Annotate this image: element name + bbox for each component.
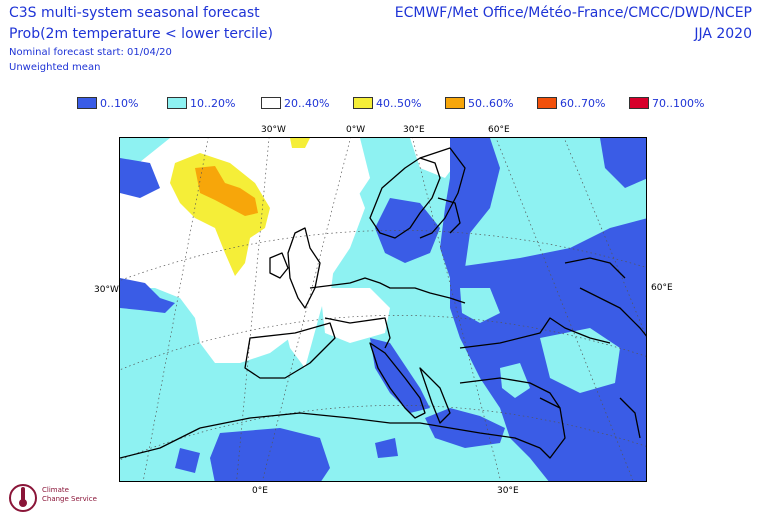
legend-item: 60..70% <box>537 96 605 110</box>
legend-swatch <box>261 97 281 109</box>
logo-text: Climate Change Service <box>42 486 97 504</box>
logo-text-line-1: Climate <box>42 486 69 494</box>
legend-item: 0..10% <box>77 96 138 110</box>
legend-label: 70..100% <box>652 96 705 110</box>
lon-label-top: 30°E <box>403 125 425 135</box>
legend-swatch <box>167 97 187 109</box>
region-0-10 <box>600 138 646 188</box>
forecast-map <box>119 137 647 482</box>
lon-label-bottom: 0°E <box>252 486 268 496</box>
region-40-50 <box>170 153 270 276</box>
lon-label-top: 0°W <box>346 125 366 135</box>
coastlines <box>120 147 646 459</box>
legend-item: 70..100% <box>629 96 704 110</box>
legend-swatch <box>537 97 557 109</box>
region-10-20 <box>460 288 500 323</box>
season-label: JJA 2020 <box>694 26 752 42</box>
region-20-40 <box>320 288 390 343</box>
region-0-10 <box>375 438 398 458</box>
lon-label-right: 60°E <box>651 283 673 293</box>
lon-label-top: 60°E <box>488 125 510 135</box>
graticule <box>120 138 646 481</box>
legend-label: 60..70% <box>560 96 606 110</box>
legend-label: 20..40% <box>284 96 330 110</box>
legend-swatch <box>445 97 465 109</box>
mean-note: Unweighted mean <box>9 62 101 73</box>
c3s-logo: Climate Change Service <box>6 478 106 518</box>
color-legend: 0..10% 10..20% 20..40% 40..50% 50..60% 6… <box>77 96 717 110</box>
map-canvas <box>120 138 646 481</box>
legend-swatch <box>353 97 373 109</box>
legend-swatch <box>629 97 649 109</box>
region-0-10 <box>370 338 430 413</box>
region-0-10 <box>210 428 330 481</box>
region-0-10 <box>120 158 160 198</box>
region-0-10 <box>440 138 500 278</box>
forecast-start-note: Nominal forecast start: 01/04/20 <box>9 47 172 58</box>
legend-swatch <box>77 97 97 109</box>
region-10-20 <box>540 328 620 393</box>
region-20-40 <box>410 138 460 178</box>
lon-label-left: 30°W <box>94 285 119 295</box>
title-line-1: C3S multi-system seasonal forecast <box>9 5 260 21</box>
centres-label: ECMWF/Met Office/Météo-France/CMCC/DWD/N… <box>394 5 752 21</box>
legend-item: 10..20% <box>167 96 235 110</box>
lon-label-bottom: 30°E <box>497 486 519 496</box>
region-0-10 <box>175 448 200 473</box>
region-20-40 <box>260 148 365 368</box>
region-50-60 <box>195 166 258 216</box>
thermometer-logo-icon <box>9 484 37 512</box>
logo-text-line-2: Change Service <box>42 495 97 503</box>
legend-label: 0..10% <box>100 96 139 110</box>
lon-label-top: 30°W <box>261 125 286 135</box>
region-40-50 <box>290 138 310 148</box>
region-0-10 <box>120 278 175 313</box>
legend-item: 50..60% <box>445 96 513 110</box>
title-line-2: Prob(2m temperature < lower tercile) <box>9 26 274 42</box>
region-0-10 <box>375 198 440 263</box>
legend-item: 20..40% <box>261 96 329 110</box>
legend-label: 40..50% <box>376 96 422 110</box>
legend-item: 40..50% <box>353 96 421 110</box>
legend-label: 50..60% <box>468 96 514 110</box>
legend-label: 10..20% <box>190 96 236 110</box>
